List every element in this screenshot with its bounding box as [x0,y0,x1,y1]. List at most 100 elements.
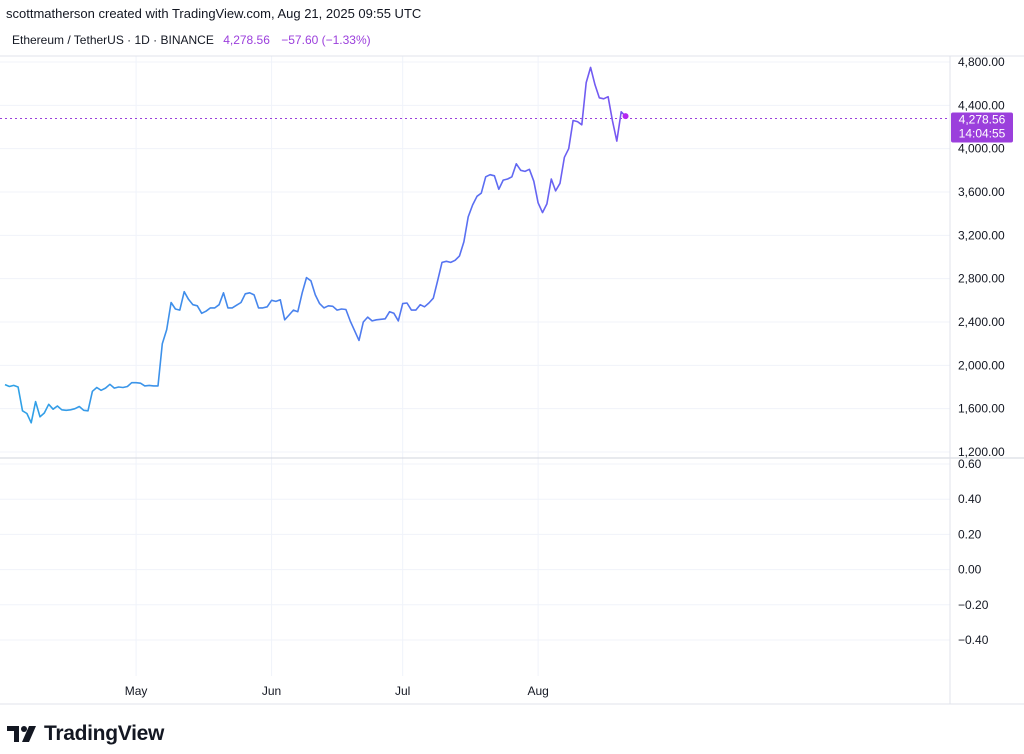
price-label-background [951,112,1013,143]
price-point [236,305,237,306]
price-point [446,261,447,262]
price-point [463,241,464,242]
price-point [319,303,320,304]
price-point [424,306,425,307]
price-point [13,385,14,386]
chart-grid [0,56,950,676]
price-point [494,175,495,176]
indicator-tick-label: −0.20 [958,598,989,612]
price-point [157,385,158,386]
price-point [472,204,473,205]
price-point [415,310,416,311]
last-price: 4,278.56 [223,33,270,47]
price-point [306,277,307,278]
indicator-tick-label: 0.20 [958,527,982,541]
price-point [328,305,329,306]
price-point [389,311,390,312]
price-point [219,304,220,305]
indicator-axis[interactable]: 0.60 0.40 0.20 0.00 −0.20 −0.40 [958,457,989,647]
price-point [79,406,80,407]
price-point [118,386,119,387]
price-point [44,412,45,413]
price-point [105,388,106,389]
price-tick-label: 1,600.00 [958,402,1005,416]
price-point [127,386,128,387]
indicator-tick-label: 0.40 [958,492,982,506]
last-price-dot [622,113,629,120]
price-tick-label: 4,000.00 [958,142,1005,156]
price-point [245,293,246,294]
indicator-tick-label: 0.60 [958,457,982,471]
price-point [109,384,110,385]
price-point [131,382,132,383]
price-point [188,299,189,300]
price-point [485,176,486,177]
price-point [267,306,268,307]
price-tick-label: 2,400.00 [958,315,1005,329]
price-point [74,408,75,409]
tradingview-logo-text: TradingView [44,722,165,745]
time-tick-label: Aug [527,684,548,698]
price-point [380,319,381,320]
price-point [363,321,364,322]
symbol-name[interactable]: Ethereum / TetherUS · 1D · BINANCE [12,33,214,47]
price-point [184,291,185,292]
price-point [608,96,609,97]
price-point [367,317,368,318]
price-point [590,67,591,68]
price-point [254,294,255,295]
price-point [393,313,394,314]
time-axis[interactable]: May Jun Jul Aug [125,684,549,698]
price-point [35,401,36,402]
price-point [162,343,163,344]
price-points [4,67,626,424]
price-tick-label: 1,200.00 [958,445,1005,459]
price-tick-label: 3,600.00 [958,185,1005,199]
price-point [39,416,40,417]
price-point [289,314,290,315]
price-point [61,409,62,410]
price-tick-label: 2,000.00 [958,358,1005,372]
price-change: −57.60 (−1.33%) [281,33,371,47]
price-point [114,388,115,389]
price-point [332,306,333,307]
price-point [48,404,49,405]
price-point [205,311,206,312]
price-point [262,307,263,308]
price-point [621,111,622,112]
price-point [459,255,460,256]
tradingview-logo-icon [7,726,36,742]
price-point [293,310,294,311]
price-axis[interactable]: 4,800.00 4,400.00 4,000.00 3,600.00 3,200.00… [958,55,1005,459]
price-point [586,82,587,83]
price-point [166,329,167,330]
price-point [9,386,10,387]
price-point [70,409,71,410]
price-point [31,422,32,423]
price-point [171,302,172,303]
price-point [376,319,377,320]
price-point [555,190,556,191]
price-point [551,178,552,179]
price-point [455,260,456,261]
pane-separators [0,55,1024,705]
price-point [481,193,482,194]
price-point [227,307,228,308]
price-point [284,319,285,320]
price-point [350,320,351,321]
price-point [533,181,534,182]
price-point [433,298,434,299]
tradingview-logo[interactable]: TradingView [6,722,164,746]
price-point [411,310,412,311]
symbol-legend[interactable]: Ethereum / TetherUS · 1D · BINANCE 4,278… [12,33,371,47]
price-point [258,307,259,308]
price-point [232,307,233,308]
price-point [345,309,346,310]
price-point [53,409,54,410]
price-point [354,330,355,331]
price-point [573,120,574,121]
price-point [520,170,521,171]
price-point [577,121,578,122]
price-label: 4,278.56 14:04:55 [951,112,1013,143]
